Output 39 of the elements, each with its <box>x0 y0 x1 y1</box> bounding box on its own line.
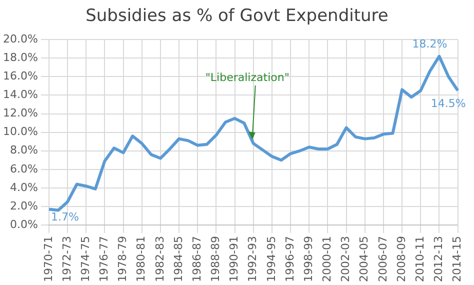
y-tick-label: 10.0% <box>2 125 38 138</box>
x-tick-label: 1984-85 <box>172 236 185 282</box>
x-tick-label: 1972-73 <box>60 236 74 282</box>
x-tick-label: 2008-09 <box>394 236 408 282</box>
y-tick-label: 18.0% <box>2 51 38 64</box>
y-tick-label: 12.0% <box>2 106 38 120</box>
data-label: 1.7% <box>50 210 79 224</box>
y-tick-label: 0.0% <box>10 218 38 231</box>
y-tick-label: 16.0% <box>2 70 38 83</box>
x-tick-label: 1986-87 <box>190 236 204 282</box>
x-tick-label: 1992-93 <box>246 236 260 282</box>
x-tick-label: 1982-83 <box>153 236 166 282</box>
x-tick-label: 1988-89 <box>209 236 222 282</box>
x-tick-label: 1970-71 <box>42 236 55 282</box>
x-tick-label: 1974-75 <box>78 236 92 282</box>
data-label: 14.5% <box>430 96 466 110</box>
x-tick-label: 2012-13 <box>432 236 446 282</box>
y-tick-label: 6.0% <box>10 162 38 176</box>
x-tick-label: 2014-15 <box>450 236 464 282</box>
annotation: "Liberalization" <box>205 70 290 84</box>
x-tick-label: 1980-81 <box>134 236 148 282</box>
y-tick-label: 14.0% <box>2 88 38 102</box>
x-tick-label: 2006-07 <box>376 236 390 282</box>
x-tick-label: 2000-01 <box>320 236 334 282</box>
y-tick-label: 2.0% <box>10 199 38 212</box>
y-tick-label: 20.0% <box>2 32 38 46</box>
x-tick-label: 1976-77 <box>98 236 111 282</box>
y-tick-label: 8.0% <box>10 144 38 157</box>
x-tick-label: 1996-97 <box>283 236 296 282</box>
y-tick-label: 4.0% <box>10 180 38 194</box>
x-tick-label: 2004-05 <box>358 236 371 282</box>
x-tick-label: 1994-95 <box>264 236 278 282</box>
x-tick-label: 1990-91 <box>228 236 241 282</box>
x-tick-label: 2002-03 <box>339 236 352 282</box>
data-label: 18.2% <box>412 38 448 51</box>
x-tick-label: 1978-79 <box>116 236 130 282</box>
chart-title: Subsidies as % of Govt Expenditure <box>84 6 390 26</box>
x-tick-label: 2010-11 <box>413 236 426 282</box>
x-tick-label: 1998-99 <box>302 236 315 282</box>
